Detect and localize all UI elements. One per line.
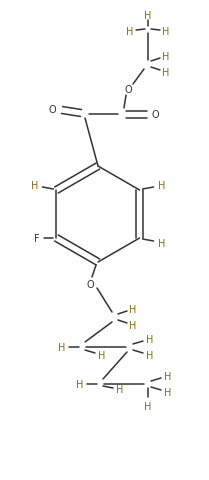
Text: H: H <box>98 350 106 360</box>
Text: H: H <box>76 379 84 389</box>
Text: H: H <box>164 371 172 381</box>
Text: H: H <box>164 387 172 397</box>
Text: O: O <box>48 105 56 115</box>
Text: H: H <box>31 180 38 191</box>
Text: O: O <box>86 279 94 289</box>
Text: H: H <box>129 304 137 314</box>
Text: H: H <box>162 68 170 78</box>
Text: H: H <box>146 334 154 344</box>
Text: F: F <box>34 233 39 243</box>
Text: H: H <box>144 401 152 411</box>
Text: H: H <box>116 384 124 394</box>
Text: H: H <box>158 180 165 191</box>
Text: H: H <box>146 350 154 360</box>
Text: H: H <box>58 342 66 352</box>
Text: H: H <box>162 27 170 37</box>
Text: H: H <box>126 27 134 37</box>
Text: O: O <box>151 110 159 120</box>
Text: H: H <box>144 11 152 21</box>
Text: H: H <box>162 52 170 62</box>
Text: O: O <box>124 85 132 95</box>
Text: H: H <box>129 320 137 330</box>
Text: H: H <box>158 239 165 249</box>
